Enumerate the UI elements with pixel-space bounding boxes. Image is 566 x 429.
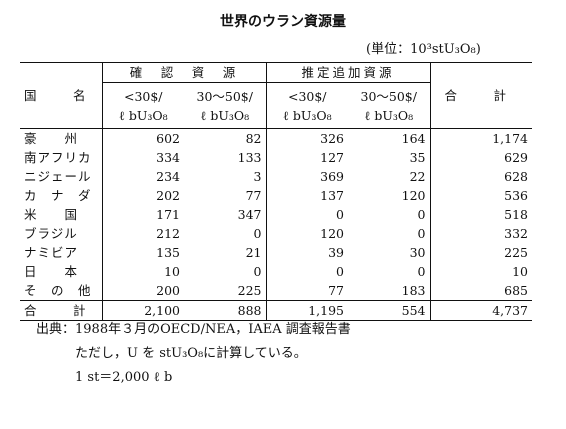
cell-value: 0 <box>348 262 431 281</box>
cell-total: 10 <box>512 264 528 279</box>
cell-value: 234 <box>156 169 180 184</box>
cell-total: 332 <box>504 226 528 241</box>
page-title: 世界のウラン資源量 <box>220 14 346 30</box>
total-value: 554 <box>348 300 431 321</box>
cell-value: 30 <box>348 243 431 262</box>
cell-value: 200 <box>156 283 180 298</box>
cell-value: 0 <box>348 224 431 243</box>
header-estimated-additional-resources: 推定追加資源 <box>266 62 431 83</box>
cell-value: 22 <box>348 167 431 186</box>
cell-value: 0 <box>184 262 267 281</box>
cell-value: 0 <box>336 207 344 222</box>
cell-total: 1,174 <box>492 131 528 146</box>
cell-value: 334 <box>156 150 180 165</box>
header-cost-category: 30～50$/ℓ bU₃O₈ <box>348 82 431 129</box>
cell-value: 369 <box>320 169 344 184</box>
table-row: ナミビア 135 21 39 30 225 <box>20 243 532 262</box>
country-name: ブラジル <box>20 224 103 243</box>
table-row: 南アフリカ 334 133 127 35 629 <box>20 148 532 167</box>
unit-label: (単位：10³stU₃O₈) <box>366 42 481 57</box>
cell-value: 135 <box>156 245 180 260</box>
country-name: 米 国 <box>20 205 103 224</box>
table-row: 米 国 171 347 0 0 518 <box>20 205 532 224</box>
total-value: 1,195 <box>266 300 348 321</box>
country-name: カ ナ ダ <box>20 186 103 205</box>
cell-total: 628 <box>504 169 528 184</box>
header-cost-category: <30$/ℓ bU₃O₈ <box>266 82 348 129</box>
country-name: ナミビア <box>20 243 103 262</box>
cell-value: 0 <box>348 205 431 224</box>
total-row: 合 計 2,100 888 1,195 554 4,737 <box>20 300 532 321</box>
cell-value: 212 <box>156 226 180 241</box>
table-row: ニジェール 234 3 369 22 628 <box>20 167 532 186</box>
cell-total: 629 <box>504 150 528 165</box>
cell-value: 164 <box>348 128 431 148</box>
table-row: カ ナ ダ 202 77 137 120 536 <box>20 186 532 205</box>
header-total: 合 計 <box>430 62 532 129</box>
source-notes: 出典：1988年３月のOECD/NEA，IAEA 調査報告書 ただし，U を s… <box>36 318 351 390</box>
cell-total: 685 <box>504 283 528 298</box>
source-note: 1 st＝2,000 ℓ b <box>36 370 173 385</box>
table-row: ブラジル 212 0 120 0 332 <box>20 224 532 243</box>
cell-value: 326 <box>320 131 344 146</box>
header-cost-category: 30～50$/ℓ bU₃O₈ <box>184 82 267 129</box>
total-label: 合 計 <box>20 300 103 321</box>
source-note: 出典：1988年３月のOECD/NEA，IAEA 調査報告書 <box>36 322 351 337</box>
cell-value: 133 <box>184 148 267 167</box>
total-value: 888 <box>184 300 267 321</box>
cell-total: 225 <box>504 245 528 260</box>
cell-value: 225 <box>184 281 267 301</box>
cell-value: 77 <box>328 283 344 298</box>
country-name: 日 本 <box>20 262 103 281</box>
uranium-resources-table: 国 名 確 認 資 源 推定追加資源 合 計 <30$/ℓ bU₃O₈ 30～5… <box>20 62 532 321</box>
table-row: 豪 州 602 82 326 164 1,174 <box>20 128 532 148</box>
cell-value: 171 <box>156 207 180 222</box>
country-name: 豪 州 <box>20 128 103 148</box>
country-name: 南アフリカ <box>20 148 103 167</box>
cell-value: 120 <box>320 226 344 241</box>
total-value: 2,100 <box>102 300 184 321</box>
table-row: 日 本 10 0 0 0 10 <box>20 262 532 281</box>
header-country: 国 名 <box>20 62 103 129</box>
cell-value: 21 <box>184 243 267 262</box>
cell-value: 137 <box>320 188 344 203</box>
country-name: そ の 他 <box>20 281 103 301</box>
cell-value: 10 <box>164 264 180 279</box>
cell-value: 202 <box>156 188 180 203</box>
source-note: ただし，U を stU₃O₈に計算している。 <box>36 346 307 361</box>
cell-value: 183 <box>348 281 431 301</box>
cell-value: 77 <box>184 186 267 205</box>
grand-total-value: 4,737 <box>430 300 532 321</box>
cell-value: 0 <box>336 264 344 279</box>
cell-value: 120 <box>348 186 431 205</box>
cell-value: 0 <box>184 224 267 243</box>
table-row: そ の 他 200 225 77 183 685 <box>20 281 532 301</box>
header-confirmed-resources: 確 認 資 源 <box>102 62 267 83</box>
cell-value: 82 <box>184 128 267 148</box>
cell-value: 127 <box>320 150 344 165</box>
cell-value: 602 <box>156 131 180 146</box>
cell-value: 3 <box>184 167 267 186</box>
country-name: ニジェール <box>20 167 103 186</box>
cell-value: 39 <box>328 245 344 260</box>
cell-total: 518 <box>504 207 528 222</box>
cell-total: 536 <box>504 188 528 203</box>
cell-value: 347 <box>184 205 267 224</box>
header-cost-category: <30$/ℓ bU₃O₈ <box>102 82 184 129</box>
cell-value: 35 <box>348 148 431 167</box>
